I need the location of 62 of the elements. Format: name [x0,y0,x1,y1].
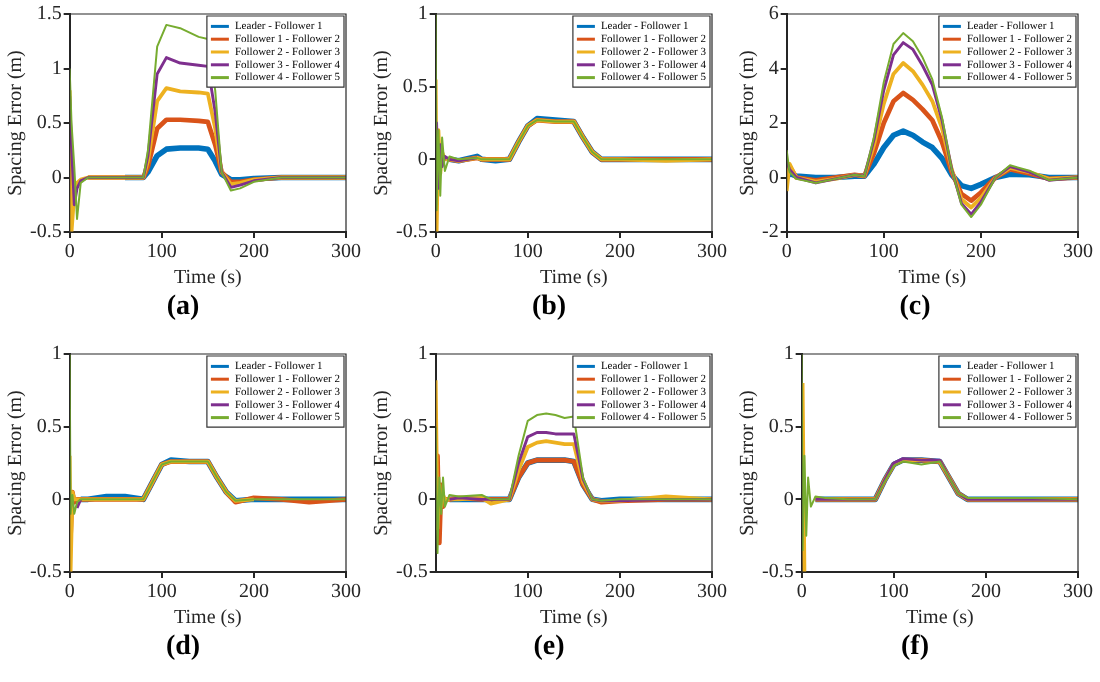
y-tick-label: 0 [783,488,794,511]
y-tick-label: -0.5 [395,221,428,244]
y-tick-label: -0.5 [29,221,62,244]
x-tick-label: 200 [238,241,269,264]
x-tick-label: 300 [697,581,727,604]
text: (d) [163,632,203,664]
x-tick-label: 300 [697,241,727,264]
y-tick-label: 1 [51,343,62,366]
y-tick-label: 2 [768,112,779,135]
x-tick-label: 300 [331,241,361,264]
y-tick-label: 0.5 [402,75,428,98]
y-tick-label: -0.5 [29,561,62,584]
x-tick-label: 100 [878,581,909,604]
y-tick-label: 1 [417,343,428,366]
y-tick-label: 4 [768,57,779,80]
x-tick-label: 200 [238,581,269,604]
y-axis-title: Spacing Error (m) [371,390,394,536]
text: (b) [529,292,569,324]
x-tick-label: 300 [1063,581,1093,604]
x-tick-label: 100 [146,241,177,264]
x-axis-title: Time (s) [540,607,608,630]
y-tick-label: 0.5 [36,415,62,438]
y-tick-label: 0.5 [768,415,794,438]
text: (c) [897,292,933,324]
text: (f) [899,632,931,664]
x-axis-title: Time (s) [540,267,608,290]
y-tick-label: 0 [768,166,779,189]
y-tick-label: -2 [761,221,779,244]
y-tick-label: 1 [783,343,794,366]
y-tick-label: -0.5 [395,561,428,584]
y-tick-label: 0.5 [36,112,62,135]
x-tick-label: 200 [970,581,1001,604]
y-tick-label: 1.5 [36,3,62,26]
text: (e) [531,632,567,664]
y-tick-label: 1 [51,57,62,80]
x-tick-label: 100 [512,241,543,264]
x-axis-title: Time (s) [174,267,242,290]
x-tick-label: 100 [512,581,543,604]
x-axis-title: Time (s) [174,607,242,630]
y-tick-label: 0.5 [402,415,428,438]
y-tick-label: 6 [768,3,779,26]
x-tick-label: 100 [146,581,177,604]
x-axis-title: Time (s) [906,607,974,630]
x-axis-title: Time (s) [898,267,967,290]
y-tick-label: 0 [417,148,428,171]
x-tick-label: 300 [331,581,361,604]
y-axis-title: Spacing Error (m) [5,50,28,196]
x-tick-label: 100 [868,241,899,264]
y-axis-title: Spacing Error (m) [737,50,760,196]
x-tick-label: 200 [965,241,996,264]
y-axis-title: Spacing Error (m) [5,390,28,536]
y-tick-label: 0 [51,166,62,189]
y-axis-title: Spacing Error (m) [737,390,760,536]
y-axis-title: Spacing Error (m) [371,50,394,196]
y-tick-label: 1 [417,3,428,26]
y-tick-label: 0 [417,488,428,511]
x-tick-label: 200 [604,241,635,264]
x-tick-label: 300 [1063,241,1093,264]
text: (a) [164,292,202,324]
y-tick-label: -0.5 [761,561,794,584]
x-tick-label: 200 [604,581,635,604]
y-tick-label: 0 [51,488,62,511]
